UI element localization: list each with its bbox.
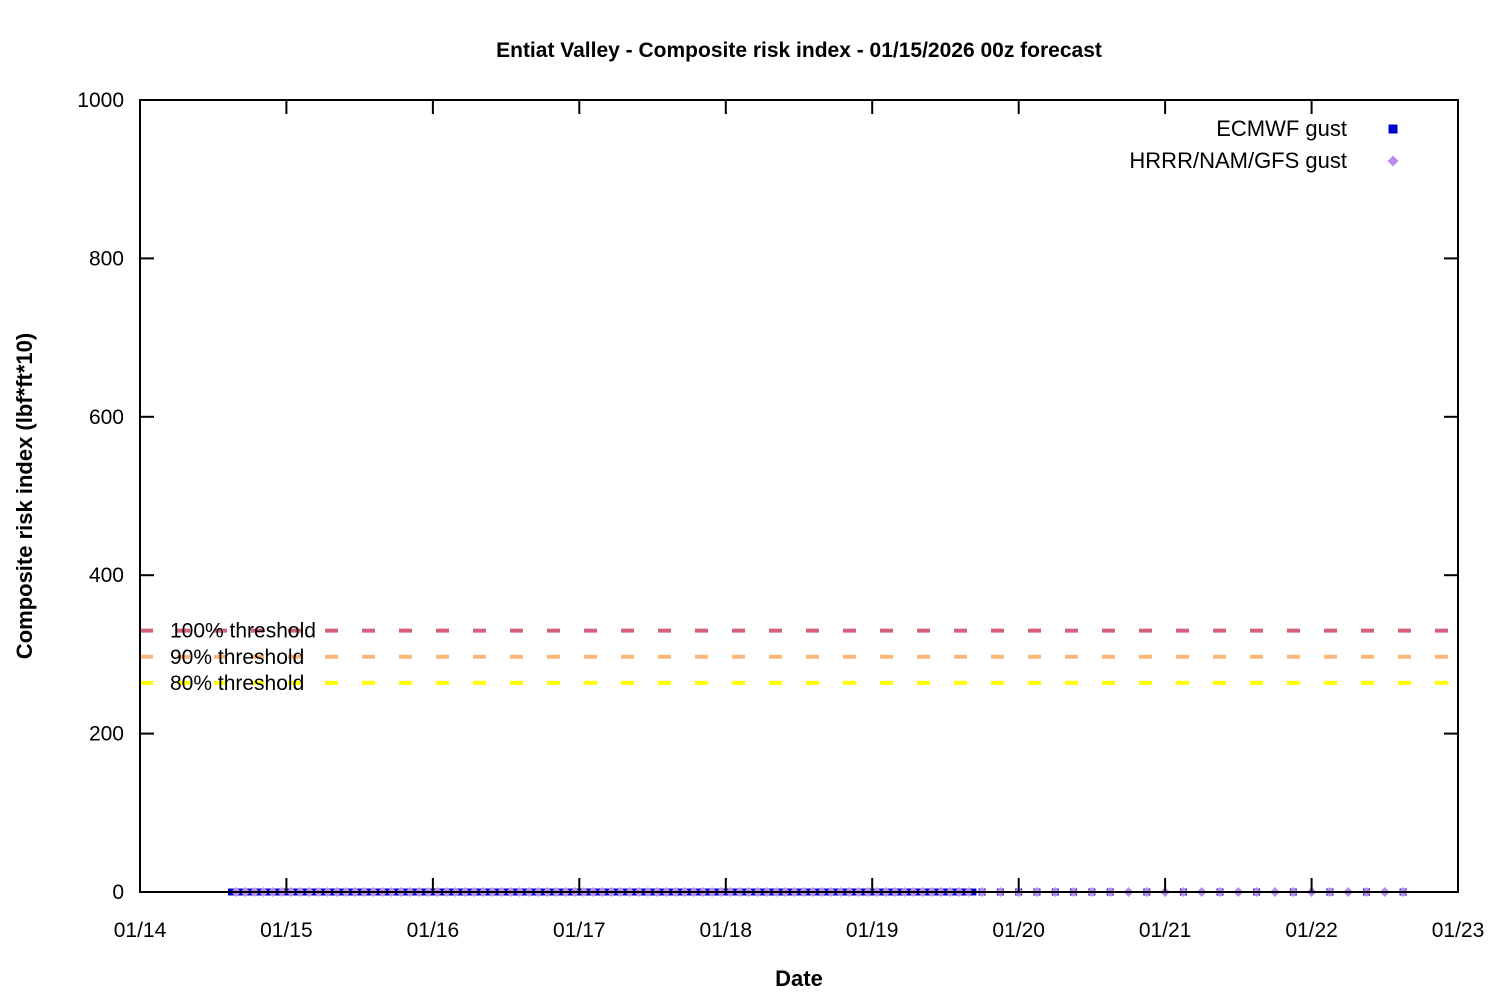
y-axis-label: Composite risk index (lbf*ft*10) (12, 333, 37, 659)
x-axis-label: Date (775, 966, 823, 991)
x-tick-label: 01/17 (553, 919, 606, 942)
x-tick-label: 01/16 (407, 919, 460, 942)
legend-marker-diamond-icon (1387, 155, 1399, 167)
x-tick-label: 01/21 (1139, 919, 1192, 942)
x-tick-label: 01/19 (846, 919, 899, 942)
legend-marker-square-icon (1388, 124, 1398, 134)
x-tick-label: 01/18 (700, 919, 753, 942)
y-tick-label: 1000 (77, 89, 124, 112)
y-tick-label: 800 (89, 247, 124, 270)
x-tick-label: 01/15 (260, 919, 313, 942)
threshold-label: 90% threshold (170, 646, 304, 669)
x-tick-label: 01/22 (1285, 919, 1338, 942)
threshold-label: 80% threshold (170, 672, 304, 695)
legend: ECMWF gust HRRR/NAM/GFS gust (1129, 116, 1399, 173)
threshold-label: 100% threshold (170, 620, 316, 643)
plot-border (139, 99, 1459, 893)
x-tick-label: 01/20 (992, 919, 1045, 942)
y-tick-label: 600 (89, 406, 124, 429)
y-tick-label: 400 (89, 564, 124, 587)
legend-label-square: ECMWF gust (1216, 116, 1347, 141)
y-tick-label: 0 (112, 881, 124, 904)
x-tick-label: 01/14 (114, 919, 167, 942)
x-tick-label: 01/23 (1432, 919, 1485, 942)
chart-title: Entiat Valley - Composite risk index - 0… (496, 39, 1102, 62)
legend-label-diamond: HRRR/NAM/GFS gust (1129, 148, 1347, 173)
y-tick-label: 200 (89, 723, 124, 746)
